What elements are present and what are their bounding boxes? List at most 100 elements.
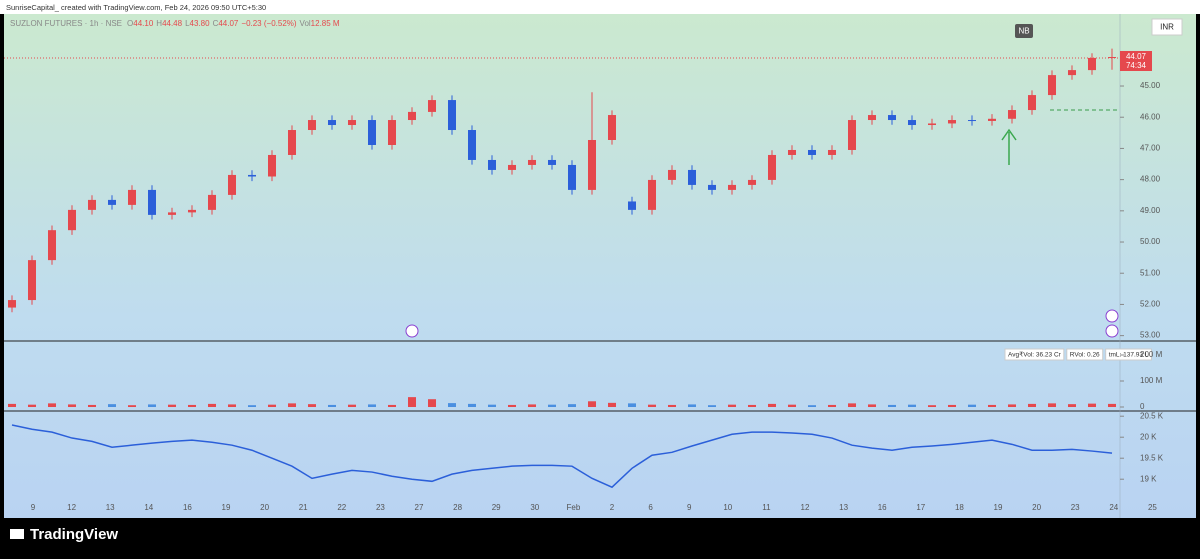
- volume-bar: [428, 399, 436, 408]
- volume-bar: [688, 404, 696, 408]
- volume-bar: [468, 403, 476, 408]
- candle-body: [288, 130, 296, 155]
- candle-body: [588, 139, 596, 190]
- volume-bar: [108, 404, 116, 408]
- candle-body: [548, 159, 556, 165]
- volume-bar: [328, 404, 336, 408]
- volume-bar: [188, 404, 196, 408]
- candle-body: [368, 120, 376, 145]
- volume-bar: [748, 404, 756, 408]
- candle-body: [888, 115, 896, 121]
- volume-badge-text: Avg₹Vol: 36.23 Cr: [1008, 351, 1062, 359]
- candle-body: [328, 120, 336, 126]
- volume-bar: [648, 404, 656, 408]
- candle-body: [848, 120, 856, 150]
- x-tick-label: 12: [67, 503, 76, 512]
- volume-bar: [1068, 404, 1076, 408]
- candle-body: [208, 194, 216, 210]
- volume-bar: [808, 405, 816, 408]
- x-tick-label: 19: [994, 503, 1003, 512]
- chart-area: [4, 14, 1196, 518]
- footer: [0, 518, 1200, 554]
- symbol: SUZLON FUTURES · 1h · NSE: [10, 19, 123, 28]
- badge: [1015, 24, 1033, 38]
- candle-body: [308, 120, 316, 131]
- volume-bar: [848, 403, 856, 408]
- volume-bar: [1088, 403, 1096, 408]
- candle-body: [1108, 57, 1116, 59]
- candle-body: [688, 169, 696, 185]
- y-tick-label: 19.5 K: [1140, 453, 1164, 462]
- candle-body: [668, 169, 676, 180]
- event-icon[interactable]: [1105, 309, 1119, 323]
- legend-key: O: [127, 19, 134, 28]
- volume-bar: [208, 403, 216, 408]
- candle-body: [528, 159, 536, 165]
- candle-body: [348, 120, 356, 126]
- volume-bar: [148, 404, 156, 408]
- event-icon[interactable]: [1105, 324, 1119, 338]
- x-tick-label: 25: [1148, 503, 1157, 512]
- volume-bar: [228, 404, 236, 408]
- x-tick-label: 17: [916, 503, 925, 512]
- y-tick-label: 20 K: [1140, 432, 1157, 441]
- candle-body: [268, 154, 276, 177]
- candle-body: [48, 230, 56, 261]
- volume-bar: [268, 404, 276, 408]
- volume-bar: [588, 401, 596, 408]
- x-tick-label: 22: [337, 503, 346, 512]
- candle-body: [648, 179, 656, 210]
- volume-bar: [408, 397, 416, 408]
- candle-body: [228, 174, 236, 195]
- volume-bar: [668, 404, 676, 408]
- y-tick-label: 52.00: [1140, 300, 1161, 309]
- currency-button[interactable]: [1151, 18, 1183, 36]
- candle-body: [948, 120, 956, 124]
- candle-body: [608, 115, 616, 140]
- y-tick-label: 0: [1140, 402, 1145, 411]
- x-tick-label: 20: [260, 503, 269, 512]
- logo-mark: [10, 529, 24, 539]
- countdown: 74:34: [1126, 61, 1147, 70]
- x-tick-label: 2: [610, 503, 615, 512]
- legend-value: 44.48: [162, 19, 183, 28]
- candle-body: [808, 149, 816, 155]
- x-tick-label: 21: [299, 503, 308, 512]
- candle-body: [868, 115, 876, 121]
- volume-bar: [1108, 403, 1116, 408]
- y-tick-label: 47.00: [1140, 144, 1161, 153]
- volume-bar: [788, 404, 796, 408]
- candle-body: [568, 164, 576, 190]
- legend-change: −0.23 (−0.52%): [241, 19, 297, 28]
- arrow: [1001, 128, 1017, 165]
- candle-body: [988, 118, 996, 121]
- candle-body: [148, 189, 156, 215]
- candle-body: [788, 149, 796, 155]
- volume-bar: [568, 404, 576, 408]
- volume-bar: [388, 404, 396, 408]
- candle-body: [248, 174, 256, 177]
- candle-body: [488, 159, 496, 170]
- legend: SUZLON FUTURES · 1h · NSE O44.10 H44.48 L43…: [10, 19, 343, 28]
- x-tick-label: 28: [453, 503, 462, 512]
- legend-key: Vol: [299, 19, 311, 28]
- volume-bar: [88, 404, 96, 408]
- event-icon[interactable]: [405, 324, 419, 338]
- candle-body: [1008, 110, 1016, 119]
- volume-bar: [928, 405, 936, 408]
- x-tick-label: 10: [723, 503, 732, 512]
- volume-bar: [888, 404, 896, 408]
- y-tick-label: 45.00: [1140, 81, 1161, 90]
- y-tick-label: 100 M: [1140, 376, 1163, 385]
- candle-body: [728, 184, 736, 190]
- volume-bar: [988, 404, 996, 408]
- price-label: [1120, 51, 1152, 72]
- top-bar: [0, 0, 1200, 14]
- y-tick-label: 49.00: [1140, 206, 1161, 215]
- line: [11, 424, 1113, 489]
- candle-body: [468, 130, 476, 160]
- volume-bar: [128, 405, 136, 408]
- candle-body: [1088, 57, 1096, 71]
- volume-bar: [608, 402, 616, 408]
